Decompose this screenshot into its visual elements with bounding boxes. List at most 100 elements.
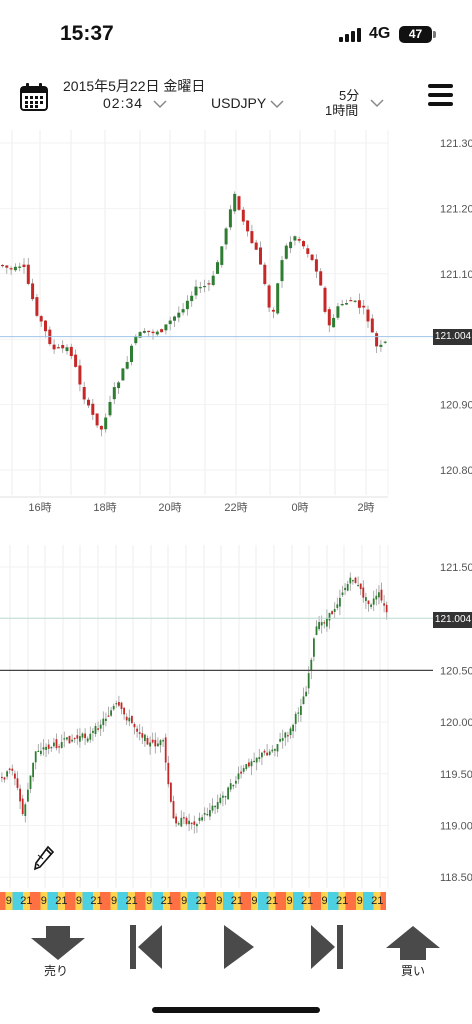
candle <box>340 300 344 307</box>
candle-body <box>362 305 366 308</box>
buy-button[interactable]: 買い <box>401 964 426 978</box>
period-main[interactable]: 5分 <box>339 88 360 103</box>
candle-body <box>115 703 118 705</box>
candle-body <box>233 193 237 212</box>
candle-body <box>315 626 318 636</box>
candle <box>69 343 73 360</box>
session-cell: 21 <box>193 892 211 910</box>
candle <box>261 751 263 766</box>
candle-body <box>151 739 154 743</box>
candle-body <box>31 283 35 300</box>
candle-body <box>78 365 82 385</box>
candle-body <box>157 743 159 747</box>
candle-body <box>19 788 21 802</box>
candle-body <box>307 673 310 689</box>
candle <box>383 340 387 345</box>
session-cell: 21 <box>52 892 71 910</box>
session-cell: 9 <box>35 892 53 910</box>
candle-body <box>177 823 180 825</box>
candle-body <box>154 739 157 747</box>
candle <box>266 744 268 756</box>
candle-body <box>255 757 258 763</box>
candle-body <box>99 425 103 430</box>
calendar-icon[interactable] <box>20 83 48 111</box>
arrow-up-icon[interactable] <box>385 926 441 960</box>
candle <box>280 255 284 288</box>
candle-body <box>279 739 281 742</box>
candle-body <box>353 300 357 302</box>
candle <box>164 733 167 771</box>
candle <box>180 810 183 828</box>
candle-body <box>6 771 8 777</box>
candle <box>378 585 380 605</box>
upper-x-tick-label: 0時 <box>291 501 308 514</box>
sell-button[interactable]: 売り <box>44 964 69 978</box>
period-chevron-down-icon[interactable] <box>370 98 384 108</box>
candle <box>95 413 99 428</box>
candle-body <box>383 603 385 606</box>
candle-body <box>228 209 232 228</box>
hamburger-menu-icon[interactable] <box>428 84 453 106</box>
candle-body <box>266 752 268 756</box>
candle <box>45 743 47 757</box>
candle <box>267 283 271 312</box>
candle-body <box>141 733 144 738</box>
candle-body <box>284 732 287 738</box>
candle-body <box>3 777 6 780</box>
period-sub[interactable]: 1時間 <box>325 103 359 118</box>
candle-body <box>318 622 320 630</box>
candle-body <box>302 696 305 705</box>
symbol-select[interactable]: USDJPY <box>211 95 267 111</box>
candle-body <box>379 344 383 347</box>
candle-body <box>203 285 207 288</box>
candle-body <box>99 724 102 729</box>
candle-body <box>224 796 227 798</box>
candle-body <box>237 196 241 210</box>
candle-body <box>375 333 379 347</box>
candle <box>37 743 40 753</box>
candle-body <box>242 768 245 772</box>
candle-body <box>354 577 357 584</box>
candle-body <box>292 724 294 732</box>
candle-body <box>193 821 196 825</box>
candle <box>190 821 193 830</box>
candle <box>357 576 359 587</box>
pencil-icon[interactable] <box>33 845 55 871</box>
candle-body <box>331 611 333 615</box>
candle <box>118 695 120 708</box>
candle-body <box>267 285 271 308</box>
candle-body <box>76 735 79 739</box>
arrow-down-icon[interactable] <box>29 926 87 960</box>
upper-x-tick-label: 2時 <box>357 501 374 514</box>
time-chevron-down-icon[interactable] <box>153 99 167 109</box>
upper-candlestick-chart[interactable]: 121.30121.20121.10121.00120.90120.8016時1… <box>0 130 472 515</box>
candle <box>346 580 349 592</box>
candle <box>383 594 385 613</box>
candle <box>35 294 39 318</box>
candle-body <box>37 750 40 753</box>
lower-candlestick-chart[interactable]: 121.50 120.50 120.00 119.50 119.00 118.50 <box>0 522 472 890</box>
candle <box>245 763 248 771</box>
candle <box>29 775 32 794</box>
candle <box>146 735 149 745</box>
session-cell: 21 <box>122 892 141 910</box>
candle <box>310 254 314 262</box>
candle <box>370 603 372 610</box>
step-back-icon[interactable] <box>130 925 162 969</box>
candle <box>65 344 69 355</box>
candle <box>246 220 250 237</box>
candle <box>53 737 55 749</box>
upper-current-price-tag: 121.004 <box>433 329 472 345</box>
symbol-chevron-down-icon[interactable] <box>270 99 284 109</box>
time-select[interactable]: 02:34 <box>103 95 144 111</box>
step-forward-icon[interactable] <box>311 925 343 969</box>
candle-body <box>314 259 318 272</box>
candle <box>142 328 146 334</box>
play-icon[interactable] <box>224 925 254 969</box>
candle <box>194 279 198 300</box>
candle <box>352 579 354 585</box>
candle <box>209 802 211 821</box>
candle <box>125 356 129 370</box>
candle-body <box>305 691 307 697</box>
current-date[interactable]: 2015年5月22日 金曜日 <box>63 78 206 94</box>
